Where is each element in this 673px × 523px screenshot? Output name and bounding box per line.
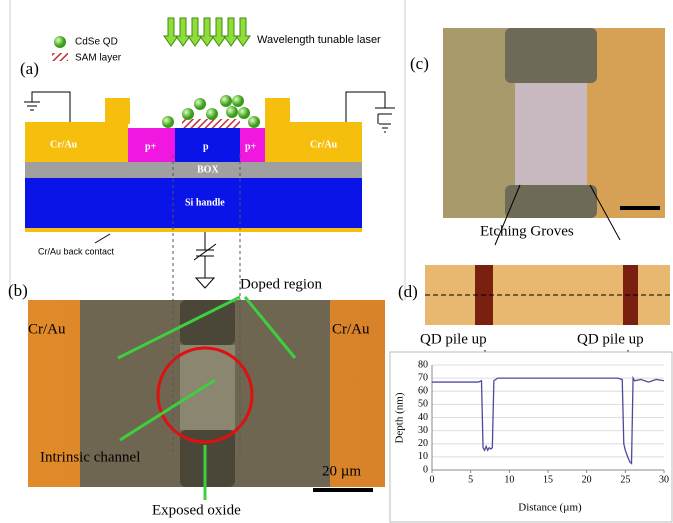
y-tick-label: 50 [418,399,428,410]
y-tick-label: 70 [418,372,428,383]
annotation: Intrinsic channel [40,449,140,465]
annotation: QD pile up [577,331,644,347]
layer-label: BOX [197,164,219,175]
annotation: Etching Groves [480,223,574,239]
x-tick-label: 0 [430,474,435,485]
y-tick-label: 20 [418,438,428,449]
y-tick-label: 60 [418,386,428,397]
y-tick-label: 10 [418,451,428,462]
layer-label: Si handle [185,197,225,208]
layer-label: p [203,141,209,152]
y-tick-label: 80 [418,359,428,370]
panel-label: (b) [8,281,28,300]
layer-label: Cr/Au [50,139,78,150]
y-axis-title: Depth (nm) [394,392,406,443]
annotation: Cr/Au [28,321,66,337]
x-tick-label: 30 [659,474,669,485]
layer-label: Cr/Au back contact [38,246,115,256]
x-tick-label: 10 [504,474,514,485]
annotation: Doped region [240,276,323,292]
panel-c [443,28,665,245]
legend-text: SAM layer [75,53,122,64]
layer-label: p+ [145,141,157,152]
legend-text: CdSe QD [75,37,118,48]
annotation: Exposed oxide [152,502,241,518]
y-tick-label: 0 [423,464,428,475]
layer-label: Cr/Au [310,139,338,150]
laser-label: Wavelength tunable laser [257,34,381,46]
y-tick-label: 40 [418,412,428,423]
x-tick-label: 25 [620,474,630,485]
panel-label: (c) [410,54,429,73]
y-tick-label: 30 [418,425,428,436]
scale-label: 20 µm [322,463,361,479]
x-tick-label: 20 [582,474,592,485]
layer-label: p+ [245,141,257,152]
x-tick-label: 15 [543,474,553,485]
figure: (a) CdSe QD SAM layer Wavelength tunable… [0,0,673,523]
x-tick-label: 5 [468,474,473,485]
x-axis-title: Distance (µm) [518,502,582,514]
panel-label: (d) [398,282,418,301]
annotation: Cr/Au [332,321,370,337]
panel-label: (a) [20,59,39,78]
annotation: QD pile up [420,331,487,347]
